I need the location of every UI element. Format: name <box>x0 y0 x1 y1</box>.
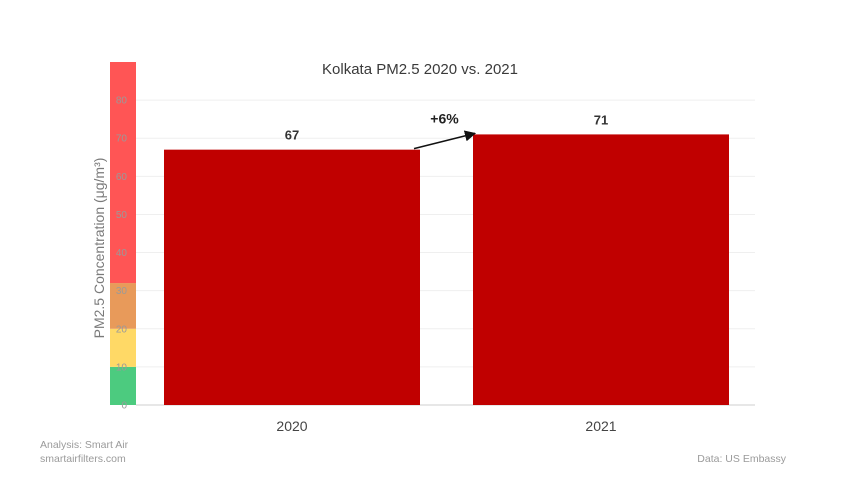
y-tick-label-7: 70 <box>116 134 128 145</box>
change-arrow <box>413 130 477 150</box>
value-label-2021: 71 <box>594 112 608 127</box>
y-tick-label-3: 30 <box>116 286 128 297</box>
y-tick-label-8: 80 <box>116 96 128 107</box>
bar-2021 <box>473 134 729 405</box>
y-tick-label-0: 0 <box>121 401 127 412</box>
y-tick-label-5: 50 <box>116 210 128 221</box>
value-label-2020: 67 <box>285 128 299 143</box>
change-label: +6% <box>430 110 459 126</box>
bars <box>164 134 729 405</box>
aqi-color-bands <box>110 62 136 405</box>
site-text: smartairfilters.com <box>40 453 126 465</box>
x-axis-labels: 2020 2021 <box>276 418 616 434</box>
chart-title: Kolkata PM2.5 2020 vs. 2021 <box>322 61 518 78</box>
y-axis-label: PM2.5 Concentration (μg/m³) <box>91 158 107 339</box>
x-tick-label-2021: 2021 <box>585 418 616 434</box>
change-annotation: +6% <box>413 110 477 150</box>
y-tick-label-6: 60 <box>116 172 128 183</box>
analysis-credit: Analysis: Smart Air smartairfilters.com <box>40 438 128 466</box>
y-tick-label-1: 10 <box>116 362 128 373</box>
value-labels: 67 71 <box>285 112 608 142</box>
data-source-credit: Data: US Embassy <box>697 453 786 465</box>
y-axis-ticks: 0 10 20 30 40 50 60 70 80 <box>116 96 128 412</box>
y-tick-label-2: 20 <box>116 324 128 335</box>
bar-2020 <box>164 149 420 405</box>
aqi-band-0 <box>110 366 136 405</box>
y-tick-label-4: 40 <box>116 248 128 259</box>
aqi-band-1 <box>110 328 136 367</box>
x-tick-label-2020: 2020 <box>276 418 307 434</box>
aqi-band-3 <box>110 62 136 284</box>
analysis-text: Analysis: Smart Air <box>40 439 129 451</box>
aqi-band-2 <box>110 283 136 329</box>
